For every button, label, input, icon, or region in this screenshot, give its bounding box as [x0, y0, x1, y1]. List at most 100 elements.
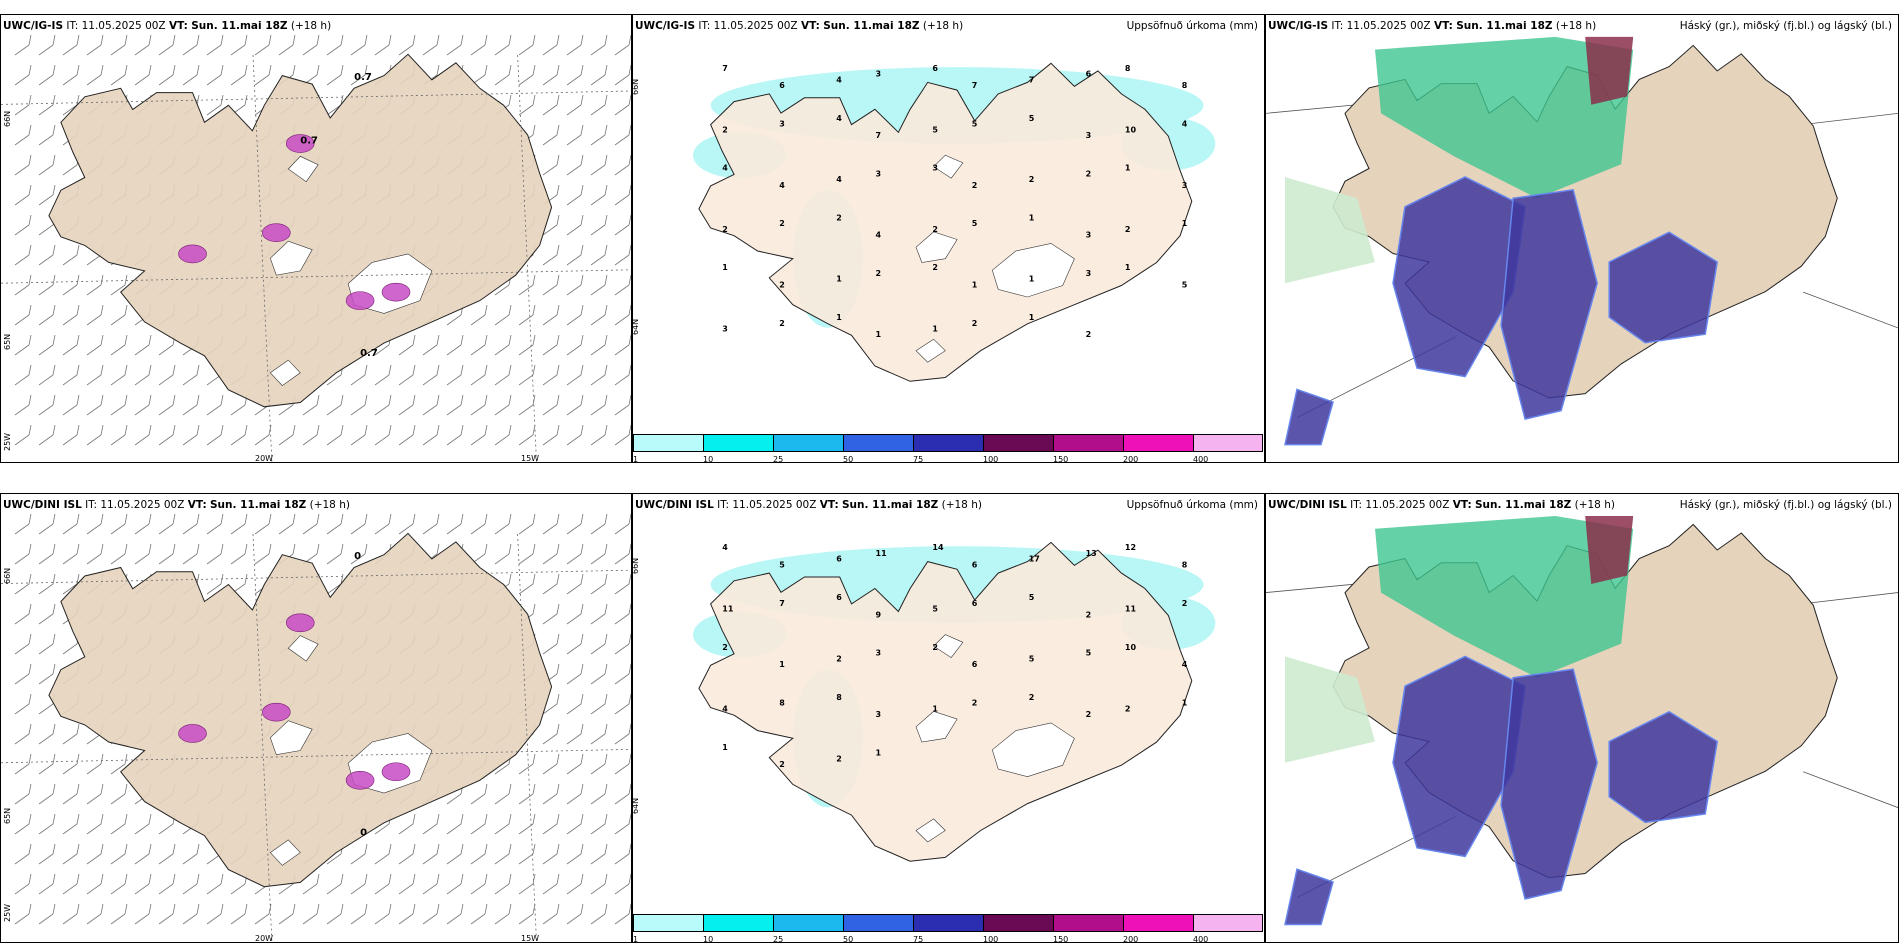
wind-barb: [590, 64, 608, 86]
wind-barb: [326, 873, 344, 895]
precip-value: 10: [1125, 643, 1137, 652]
precip-map[interactable]: 7 6 4 3 6 7 7 6 8 8 2 3 4 7 5 5 5 3 10 4 4 4 4 3 3 2 2 2 1 3 2 2 2 4 2 5 1 3 2…: [633, 15, 1264, 427]
precip-value: 10: [1125, 125, 1137, 134]
wind-barb: [14, 304, 32, 326]
colorbar-tick: 50: [843, 455, 854, 463]
precip-value: 7: [1029, 75, 1035, 84]
precip-value: 1: [932, 325, 938, 334]
wind-value-label: 0: [354, 551, 361, 562]
wind-barb: [350, 873, 368, 895]
wind-barb: [614, 304, 631, 326]
precip-value: 1: [1029, 275, 1035, 284]
wind-barb: [422, 394, 440, 416]
wind-barb: [110, 783, 128, 805]
wind-barb: [182, 394, 200, 416]
glacier: [915, 338, 946, 363]
colorbar-swatch: 100: [983, 434, 1053, 462]
colorbar-swatch: 200: [1123, 914, 1193, 942]
wind-value-label: 0.7: [354, 72, 372, 83]
cloud-map[interactable]: [1266, 494, 1898, 942]
wind-barb: [38, 364, 56, 386]
wind-barb: [494, 873, 512, 895]
land-mass: [48, 53, 553, 408]
lon-label: 20W: [255, 454, 274, 463]
wind-barb: [278, 424, 296, 446]
precip-value: 5: [1029, 655, 1035, 664]
wind-barb: [614, 274, 631, 296]
precip-value: 3: [876, 169, 882, 178]
wind-barb: [542, 244, 560, 266]
lat-label: 64N: [632, 318, 640, 335]
precip-value: 8: [779, 699, 785, 708]
wind-barb: [566, 753, 584, 775]
wind-barb: [326, 903, 344, 925]
precip-value: 4: [1182, 120, 1188, 129]
wind-barb: [182, 873, 200, 895]
wind-barb: [62, 334, 80, 356]
wind-barb: [326, 94, 344, 116]
precip-value: 2: [972, 181, 978, 190]
wind-barb: [614, 813, 631, 835]
wind-barb: [158, 364, 176, 386]
glacier: [915, 231, 958, 263]
wind-barb: [38, 753, 56, 775]
precip-value: 4: [836, 175, 842, 184]
wind-barb: [590, 274, 608, 296]
wind-barb: [86, 34, 104, 56]
wind-barb: [38, 723, 56, 745]
wind-barb: [398, 873, 416, 895]
wind-barb: [38, 543, 56, 565]
wind-barb: [110, 753, 128, 775]
land-mass: [698, 541, 1193, 862]
wind-barb: [230, 513, 248, 535]
wind-value-label: 0: [360, 828, 367, 839]
wind-barb: [614, 94, 631, 116]
wind-barb: [182, 34, 200, 56]
wind-barb: [614, 244, 631, 266]
wind-barb: [158, 424, 176, 446]
wind-barb: [158, 843, 176, 865]
wind-barb: [518, 274, 536, 296]
lat-label: 66N: [3, 567, 12, 584]
precip-value: 1: [1125, 164, 1131, 173]
wind-barb: [494, 34, 512, 56]
precip-colorbar: 1 10 25 50 75 100 150 200 400: [633, 914, 1263, 942]
thunder-areas: [178, 613, 411, 790]
wind-barb: [566, 274, 584, 296]
wind-barb: [542, 34, 560, 56]
wind-barb: [446, 513, 464, 535]
wind-barb: [590, 903, 608, 925]
glacier: [287, 155, 319, 183]
wind-barb: [614, 124, 631, 146]
wind-barb: [14, 244, 32, 266]
wind-barb: [86, 543, 104, 565]
wind-barb: [14, 394, 32, 416]
cloud-map[interactable]: [1266, 15, 1898, 462]
wind-barb: [110, 903, 128, 925]
wind-barb: [566, 184, 584, 206]
wind-barb: [182, 424, 200, 446]
wind-map[interactable]: 0.7 0.7 0.7: [1, 15, 631, 462]
wind-barb: [38, 154, 56, 176]
precip-value: 4: [1182, 660, 1188, 669]
precip-value: 1: [722, 743, 728, 752]
land-mass: [698, 62, 1193, 382]
precip-value: 2: [779, 219, 785, 228]
wind-barb: [470, 783, 488, 805]
wind-barb: [278, 513, 296, 535]
precip-map[interactable]: 4561114617131281176956521122123265510448…: [633, 494, 1264, 907]
wind-barb: [566, 873, 584, 895]
wind-barb: [206, 64, 224, 86]
colorbar-tick: 150: [1053, 455, 1069, 463]
lon-label: 20W: [255, 934, 274, 943]
wind-barb: [14, 424, 32, 446]
wind-barb: [110, 274, 128, 296]
precip-value: 8: [1125, 64, 1131, 73]
colorbar-swatch: 10: [703, 434, 773, 462]
wind-barb: [422, 334, 440, 356]
precip-value: 5: [1182, 280, 1188, 289]
panel-header: UWC/IG-IS IT: 11.05.2025 00Z VT: Sun. 11…: [1268, 20, 1597, 32]
wind-barb: [446, 903, 464, 925]
wind-map[interactable]: 00: [1, 494, 631, 942]
wind-barb: [446, 843, 464, 865]
